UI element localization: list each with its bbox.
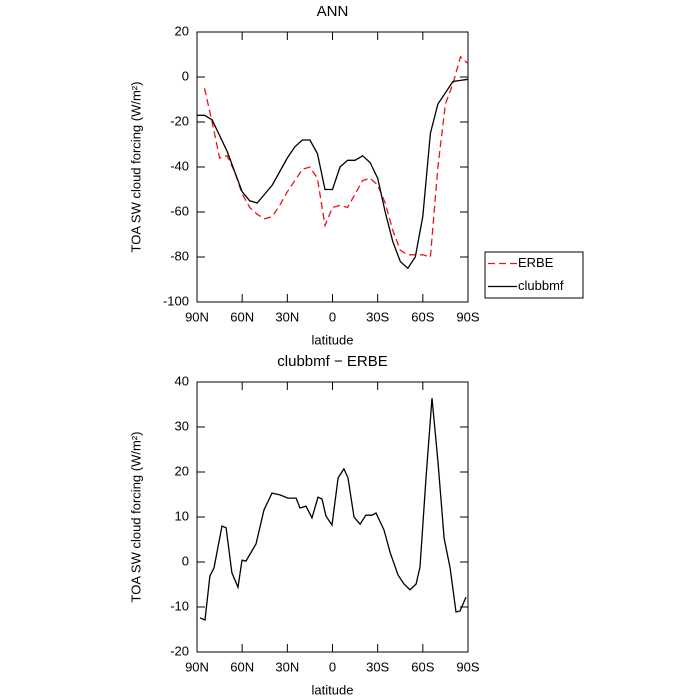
data-line	[199, 398, 467, 621]
y-axis-label: TOA SW cloud forcing (W/m²)	[128, 82, 143, 253]
x-tick-label: 30N	[275, 309, 299, 324]
y-tick-label: 10	[175, 508, 189, 523]
x-tick-label: 60S	[411, 659, 434, 674]
x-tick-label: 60N	[230, 659, 254, 674]
x-tick-label: 30N	[275, 659, 299, 674]
y-tick-label: 20	[175, 463, 189, 478]
y-tick-label: -40	[170, 158, 189, 173]
x-tick-label: 60N	[230, 309, 254, 324]
x-tick-label: 60S	[411, 309, 434, 324]
legend-label: ERBE	[518, 255, 554, 270]
x-tick-label: 0	[329, 309, 336, 324]
legend-label: clubbmf	[518, 278, 564, 293]
x-axis-label: latitude	[312, 682, 354, 697]
y-tick-label: -10	[170, 598, 189, 613]
y-axis-label: TOA SW cloud forcing (W/m²)	[128, 432, 143, 603]
x-tick-label: 90N	[185, 659, 209, 674]
y-tick-label: -20	[170, 113, 189, 128]
chart-title: ANN	[317, 3, 349, 20]
x-tick-label: 90S	[456, 659, 479, 674]
legend-box	[484, 251, 584, 299]
x-tick-label: 30S	[366, 659, 389, 674]
data-line	[203, 55, 469, 258]
y-tick-label: -60	[170, 203, 189, 218]
y-tick-label: -80	[170, 248, 189, 263]
y-tick-label: 20	[175, 23, 189, 38]
x-tick-label: 90N	[185, 309, 209, 324]
y-tick-label: -100	[163, 293, 189, 308]
x-tick-label: 30S	[366, 309, 389, 324]
x-tick-label: 90S	[456, 309, 479, 324]
x-axis-label: latitude	[312, 332, 354, 347]
y-tick-label: 0	[182, 553, 189, 568]
y-tick-label: 40	[175, 373, 189, 388]
y-tick-label: -20	[170, 643, 189, 658]
chart-title: clubbmf − ERBE	[277, 353, 387, 370]
y-tick-label: 30	[175, 418, 189, 433]
x-tick-label: 0	[329, 659, 336, 674]
data-line	[197, 78, 469, 270]
y-tick-label: 0	[182, 68, 189, 83]
